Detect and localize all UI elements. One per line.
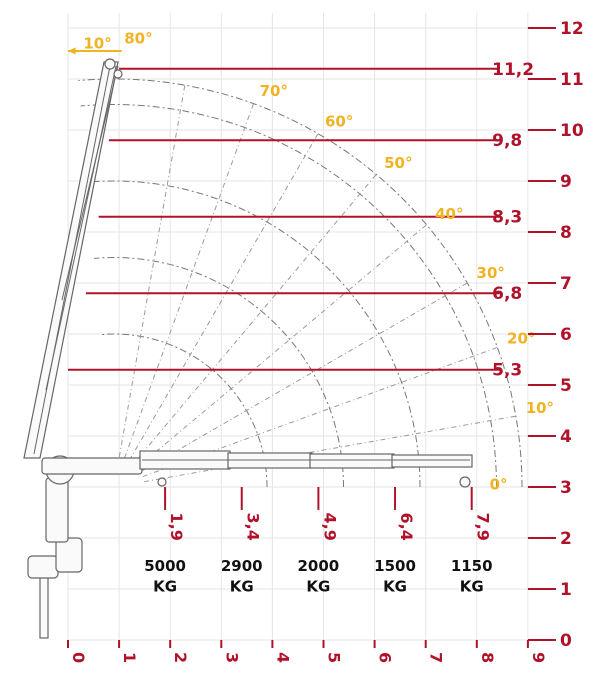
angle-label: 10° — [83, 34, 111, 52]
height-label: 5,3 — [492, 361, 522, 381]
height-lines: 11,2 9,8 8,3 6,8 5,3 — [68, 60, 534, 381]
swing-arrowhead — [68, 47, 76, 55]
load-unit: KG — [306, 578, 330, 596]
reach-label: 4,9 — [320, 513, 339, 541]
x-tick-label: 0 — [69, 652, 88, 663]
x-tick-label: 6 — [376, 652, 395, 663]
reach-marks: 1,9 3,4 4,9 6,4 7,9 — [164, 487, 493, 541]
angle-ray — [118, 85, 186, 457]
load-unit: KG — [230, 578, 254, 596]
angle-ray — [123, 103, 255, 459]
x-tick-label: 8 — [478, 652, 497, 663]
y-tick-label: 0 — [560, 631, 572, 651]
reach-label: 7,9 — [474, 513, 493, 541]
load-value: 1500 — [374, 557, 416, 575]
arc-line — [100, 333, 268, 488]
y-tick-label: 7 — [560, 274, 572, 294]
angle-label: 10° — [526, 399, 554, 417]
crane-illustration — [23, 58, 473, 639]
angle-label: 50° — [384, 154, 412, 172]
grid — [67, 12, 534, 641]
y-tick-label: 10 — [560, 121, 584, 141]
y-tick-label: 3 — [560, 478, 572, 498]
load-unit: KG — [460, 578, 484, 596]
load-value: 2000 — [298, 557, 340, 575]
height-label: 6,8 — [492, 284, 522, 304]
load-value: 2900 — [221, 557, 263, 575]
angle-labels: 0° 10° 20° 30° 40° 50° 60° 70° 80° 10° — [68, 29, 554, 494]
angle-label: 40° — [435, 205, 463, 223]
angle-ray — [133, 174, 377, 464]
y-tick-label: 8 — [560, 223, 572, 243]
reach-label: 3,4 — [244, 513, 263, 541]
angle-ray — [128, 133, 319, 461]
angle-rays — [118, 85, 516, 483]
x-tick-label: 7 — [427, 652, 446, 663]
angle-label: 80° — [124, 29, 152, 47]
arc-line — [93, 257, 344, 488]
height-label: 9,8 — [492, 131, 522, 151]
y-tick-label: 12 — [560, 19, 584, 39]
load-labels: 5000 KG 2900 KG 2000 KG 1500 KG 1150 KG — [144, 557, 492, 595]
arc-line — [78, 78, 523, 488]
x-tick-label: 2 — [171, 652, 190, 663]
load-value: 1150 — [451, 557, 493, 575]
y-tick-label: 6 — [560, 325, 572, 345]
height-label: 11,2 — [492, 60, 534, 80]
load-value: 5000 — [144, 557, 186, 575]
angle-ray — [144, 415, 516, 483]
y-tick-label: 5 — [560, 376, 572, 396]
angle-ray — [137, 224, 427, 468]
load-unit: KG — [153, 578, 177, 596]
y-tick-label: 11 — [560, 70, 584, 90]
angle-arcs — [78, 78, 523, 488]
y-tick-label: 4 — [560, 427, 572, 447]
height-label: 8,3 — [492, 208, 522, 228]
y-tick-label: 2 — [560, 529, 572, 549]
angle-label: 0° — [490, 476, 508, 494]
load-unit: KG — [383, 578, 407, 596]
arc-line — [80, 104, 497, 488]
angle-label: 70° — [260, 82, 288, 100]
reach-label: 6,4 — [397, 513, 416, 541]
angle-ray — [140, 282, 468, 473]
x-tick-label: 9 — [529, 652, 548, 663]
y-tick-label: 9 — [560, 172, 572, 192]
angle-label: 60° — [325, 112, 353, 130]
reach-label: 1,9 — [167, 513, 186, 541]
y-tick-label: 1 — [560, 580, 572, 600]
angle-label: 20° — [507, 329, 535, 347]
angle-label: 30° — [477, 264, 505, 282]
x-axis: 0 1 2 3 4 5 6 7 8 9 — [67, 640, 548, 663]
x-tick-label: 4 — [273, 652, 292, 663]
x-tick-label: 3 — [222, 652, 241, 663]
x-tick-label: 5 — [325, 652, 344, 663]
x-tick-label: 1 — [120, 652, 139, 663]
